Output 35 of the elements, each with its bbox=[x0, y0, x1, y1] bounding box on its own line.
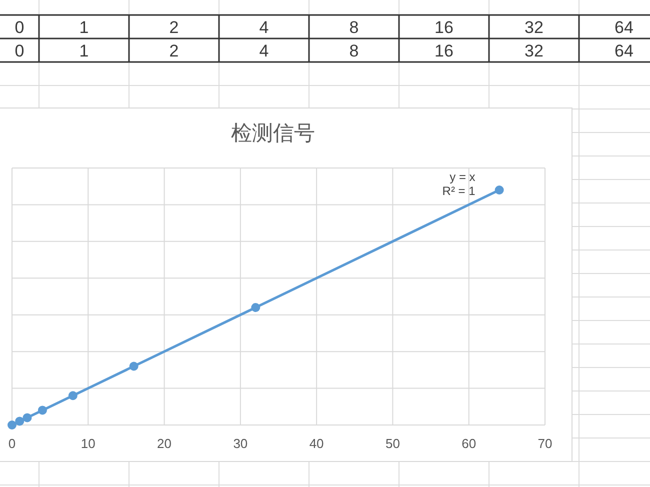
text: 1 bbox=[79, 41, 89, 60]
chart-title: 检测信号 bbox=[231, 122, 315, 145]
point bbox=[38, 406, 47, 415]
point bbox=[15, 416, 24, 426]
x-tick-label: 0 bbox=[8, 436, 16, 451]
text: 1 bbox=[79, 18, 89, 37]
text: 0 bbox=[14, 18, 24, 37]
text: 4 bbox=[259, 41, 269, 60]
text: 32 bbox=[524, 18, 544, 37]
text: y = x bbox=[450, 170, 476, 184]
point bbox=[129, 362, 138, 371]
text: 8 bbox=[349, 41, 359, 60]
text: 16 bbox=[434, 18, 454, 37]
point bbox=[251, 303, 260, 312]
point bbox=[22, 413, 32, 422]
text: 2 bbox=[169, 18, 179, 37]
text: 64 bbox=[614, 18, 634, 37]
text: 16 bbox=[434, 41, 454, 60]
text: 32 bbox=[524, 41, 544, 60]
x-tick-label: 10 bbox=[80, 436, 96, 451]
x-tick-label: 50 bbox=[385, 436, 400, 451]
point bbox=[494, 186, 504, 194]
text: 2 bbox=[169, 41, 179, 60]
x-tick-label: 40 bbox=[309, 436, 324, 451]
x-tick-label: 30 bbox=[233, 436, 248, 451]
x-tick-label: 60 bbox=[462, 436, 476, 451]
x-tick-label: 70 bbox=[538, 436, 552, 451]
text: 8 bbox=[349, 18, 359, 37]
annotation: R² = 1 bbox=[442, 184, 476, 198]
text: 64 bbox=[614, 41, 634, 60]
text: 0 bbox=[14, 41, 24, 60]
text: 4 bbox=[259, 18, 269, 37]
point bbox=[8, 420, 16, 430]
x-tick-label: 20 bbox=[157, 436, 172, 451]
point bbox=[68, 391, 78, 400]
